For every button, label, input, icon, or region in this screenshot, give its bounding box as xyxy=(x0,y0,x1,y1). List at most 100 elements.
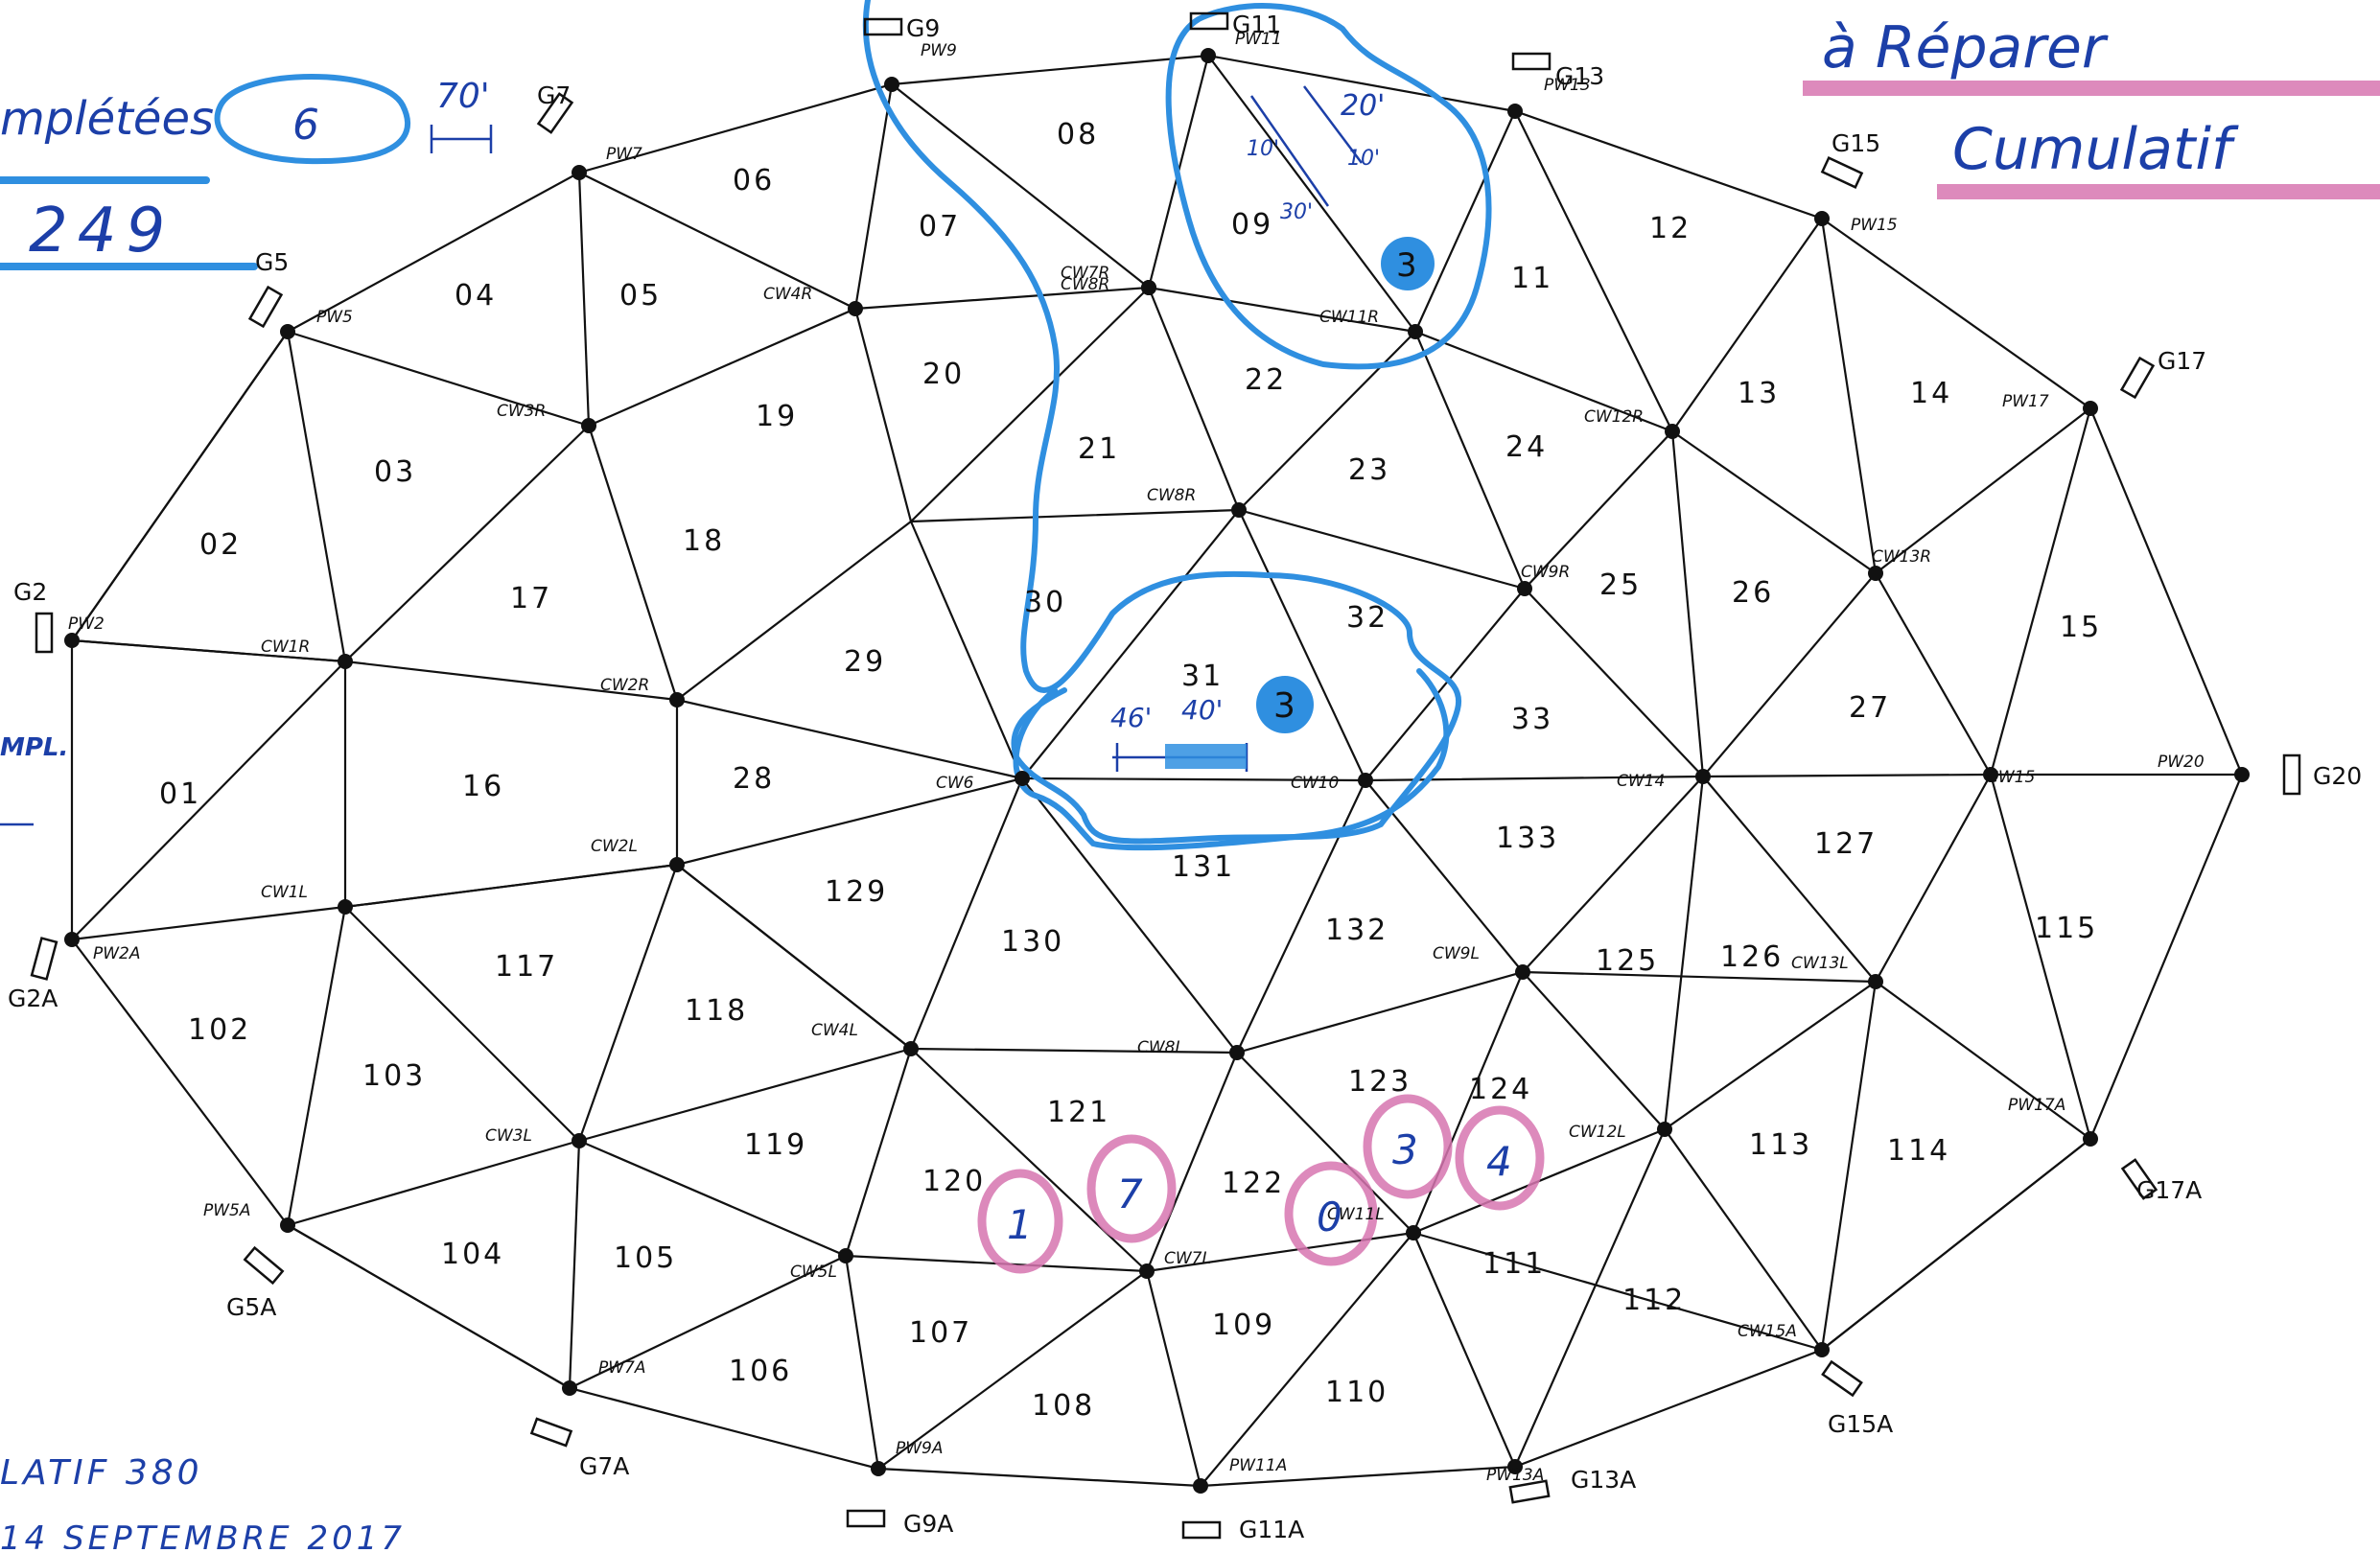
node-label-cw14: CW14 xyxy=(1617,772,1665,791)
node-dot-pw20 xyxy=(2234,767,2250,782)
gauge-label-g9: G9 xyxy=(906,14,940,42)
node-dot-cw1r xyxy=(338,654,353,669)
header-left-dim: 70' xyxy=(436,77,490,116)
node-label-pw7: PW7 xyxy=(606,145,642,164)
pink-count-5: 4 xyxy=(1486,1138,1512,1185)
node-label-pw2a: PW2A xyxy=(93,944,141,963)
zone-31-dim-a: 46' xyxy=(1110,702,1152,733)
node-label-pw7a: PW7A xyxy=(598,1358,646,1378)
zone-label-17: 17 xyxy=(510,582,552,615)
node-dot-pw9 xyxy=(884,77,899,92)
zone-label-120: 120 xyxy=(922,1165,986,1198)
node-label-pw15: PW15 xyxy=(1851,216,1898,235)
pink-highlights xyxy=(977,81,2380,1274)
node-dot-pw11a xyxy=(1193,1478,1208,1494)
node-label-cw3r: CW3R xyxy=(497,402,546,421)
node-label-pw9a: PW9A xyxy=(896,1439,944,1458)
node-dot-pw15 xyxy=(1814,211,1830,226)
zone-label-12: 12 xyxy=(1649,212,1692,245)
annotation-texts: mplétées 6 70' 249 MPL. à Réparer Cumula… xyxy=(0,14,2239,1553)
node-label-cw5l: CW5L xyxy=(790,1263,837,1282)
node-label-cw13l: CW13L xyxy=(1791,954,1849,973)
node-dot-cw6 xyxy=(1015,771,1030,786)
node-dot-cw5l xyxy=(838,1248,853,1263)
zone-label-124: 124 xyxy=(1469,1073,1532,1106)
zone-label-117: 117 xyxy=(495,950,558,984)
node-dot-pw17a xyxy=(2083,1131,2098,1147)
zone-31-dim-b: 40' xyxy=(1181,694,1223,726)
node-dot-cw14 xyxy=(1695,769,1711,784)
zone-label-32: 32 xyxy=(1346,601,1388,635)
node-dot-pw7a xyxy=(562,1380,577,1396)
blue-annotations xyxy=(0,0,1492,851)
node-dot-cw9r xyxy=(1517,581,1532,596)
zone-label-129: 129 xyxy=(825,875,888,909)
zone-label-05: 05 xyxy=(619,279,662,313)
zone-label-26: 26 xyxy=(1732,576,1774,610)
node-dot-cw8r xyxy=(1231,502,1247,518)
zone-09-dim-d: 30' xyxy=(1280,200,1313,224)
node-dot-cw15a xyxy=(1814,1342,1830,1357)
node-dot-pw5 xyxy=(280,324,295,339)
gauge-label-g2a: G2A xyxy=(8,985,58,1012)
node-dot-cw3l xyxy=(572,1133,587,1148)
node-label-cw3l: CW3L xyxy=(485,1126,532,1146)
zone-09-dim-c: 10' xyxy=(1247,137,1279,161)
zone-label-20: 20 xyxy=(922,358,965,391)
zone-label-127: 127 xyxy=(1814,827,1878,861)
node-label-pw17a: PW17A xyxy=(2008,1096,2065,1115)
node-dot-cw11l xyxy=(1406,1225,1421,1240)
node-label-cw10: CW10 xyxy=(1291,774,1339,793)
node-dot-cw12l xyxy=(1657,1122,1672,1137)
node-dot-pw5a xyxy=(280,1217,295,1233)
zone-09-dim-b: 10' xyxy=(1347,147,1380,171)
zone-label-109: 109 xyxy=(1212,1309,1275,1342)
zone-label-13: 13 xyxy=(1738,377,1780,410)
zone-09-dim-a: 20' xyxy=(1341,89,1385,123)
node-label-cw4r: CW4R xyxy=(763,285,812,304)
zone-label-107: 107 xyxy=(909,1316,972,1350)
zone-label-125: 125 xyxy=(1596,944,1659,978)
pink-count-2: 7 xyxy=(1117,1171,1143,1217)
zone-label-27: 27 xyxy=(1849,691,1891,725)
gauge-label-g9a: G9A xyxy=(903,1510,953,1538)
node-label-pw11: PW11 xyxy=(1235,30,1282,49)
zone-label-04: 04 xyxy=(455,279,497,313)
node-label-cw2l: CW2L xyxy=(591,837,638,856)
pink-circle-zone-123 xyxy=(1363,1094,1453,1199)
zone-label-02: 02 xyxy=(199,528,242,562)
zone-label-114: 114 xyxy=(1887,1134,1950,1168)
node-dot-pw2a xyxy=(64,932,80,947)
node-label-cw2r: CW2R xyxy=(600,676,649,695)
node-dot-cw3r xyxy=(581,418,596,433)
grid-edges xyxy=(71,55,2242,1487)
node-dot-pw9a xyxy=(871,1461,886,1476)
zone-label-133: 133 xyxy=(1496,822,1559,855)
node-dot-cw9l xyxy=(1515,964,1530,980)
pink-circle-zone-120 xyxy=(977,1169,1063,1274)
zone-label-22: 22 xyxy=(1245,363,1287,397)
node-dot-cw1l xyxy=(338,899,353,915)
zone-label-18: 18 xyxy=(683,524,725,558)
zone-label-113: 113 xyxy=(1749,1128,1812,1162)
blue-header-oval xyxy=(214,74,410,165)
node-dot-pw2 xyxy=(64,633,80,648)
side-label: MPL. xyxy=(0,733,68,762)
zone-label-33: 33 xyxy=(1511,703,1553,736)
node-dot-pw7 xyxy=(572,165,587,180)
zone-label-03: 03 xyxy=(374,455,416,489)
zone-label-09: 09 xyxy=(1231,208,1273,242)
node-label-cw7l: CW7L xyxy=(1164,1249,1211,1268)
node-dot-cw12r xyxy=(1665,424,1680,439)
node-label-cw13r: CW13R xyxy=(1872,547,1931,567)
zone-label-23: 23 xyxy=(1348,453,1390,487)
zone-label-30: 30 xyxy=(1024,586,1066,619)
node-label-cw11r: CW11R xyxy=(1319,308,1379,327)
node-label-cw4l: CW4L xyxy=(811,1021,858,1040)
zone-label-123: 123 xyxy=(1348,1065,1412,1099)
blue-loop-zone-31 xyxy=(1013,668,1450,851)
header-left-count: 6 xyxy=(292,101,319,150)
node-dot-cw10 xyxy=(1358,773,1373,788)
